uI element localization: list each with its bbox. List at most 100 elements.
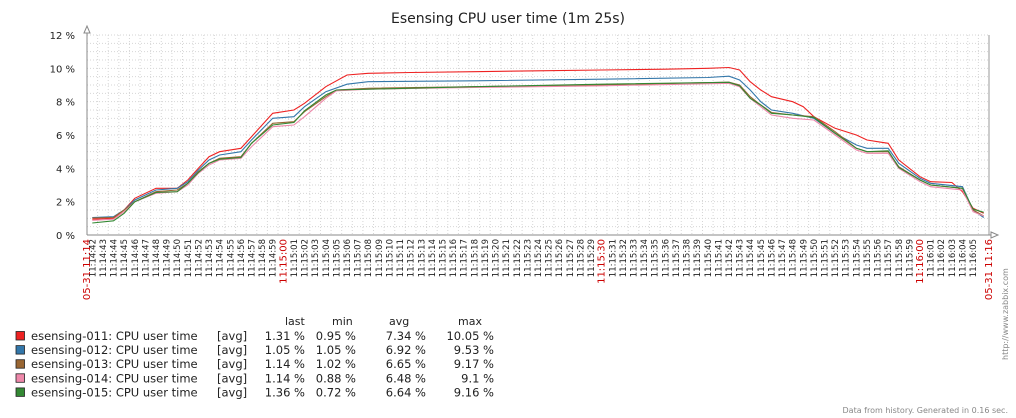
x-tick-label: 11:15:15: [438, 239, 448, 277]
legend-series-name: esensing-013: CPU user time: [31, 357, 198, 371]
x-axis-arrow: [990, 231, 1000, 239]
y-tick-label: 12 %: [50, 31, 75, 42]
legend-max: 9.16 %: [454, 385, 494, 399]
x-tick-label: 11:14:58: [258, 239, 268, 277]
x-tick-label: 11:15:07: [354, 239, 364, 277]
x-tick-label: 11:15:39: [693, 239, 703, 277]
x-tick-label: 11:15:56: [874, 239, 884, 277]
x-tick-label: 11:15:48: [789, 239, 799, 277]
x-tick-label: 11:15:29: [587, 239, 597, 277]
legend-min: 0.72 %: [316, 385, 356, 399]
legend-swatch: [15, 387, 25, 397]
legend-header: min: [332, 315, 353, 328]
legend-header: max: [458, 315, 482, 328]
x-tick-label: 11:15:38: [683, 239, 693, 277]
x-tick-label: 11:14:56: [237, 239, 247, 277]
legend-max: 9.17 %: [454, 357, 494, 371]
x-tick-label: 05-31 11:14: [82, 239, 93, 300]
x-tick-label: 11:15:37: [672, 239, 682, 277]
legend-header: last: [285, 315, 306, 328]
x-tick-label: 11:15:57: [884, 239, 894, 277]
x-tick-label: 11:15:09: [375, 239, 385, 277]
legend-swatch: [15, 373, 25, 383]
y-tick-label: 10 %: [50, 64, 75, 75]
x-tick-label: 11:14:49: [163, 239, 173, 277]
x-tick-label: 11:14:51: [184, 239, 194, 277]
x-tick-label: 11:14:42: [88, 239, 98, 277]
x-tick-label: 11:15:59: [905, 239, 915, 277]
x-tick-label: 11:15:16: [449, 239, 459, 277]
x-tick-label: 11:15:24: [534, 239, 544, 277]
legend-avg: 6.65 %: [386, 357, 426, 371]
y-axis-arrow: [83, 24, 91, 34]
x-tick-label: 11:15:21: [502, 239, 512, 277]
legend-min: 0.95 %: [316, 329, 356, 343]
x-tick-label: 11:16:01: [927, 239, 937, 277]
y-tick-label: 2 %: [56, 198, 75, 209]
x-tick-label: 11:14:43: [99, 239, 109, 277]
legend-avg: 7.34 %: [386, 329, 426, 343]
x-tick-label: 11:15:20: [492, 239, 502, 277]
x-tick-label: 11:14:50: [173, 239, 183, 277]
x-tick-label: 11:14:54: [216, 239, 226, 277]
x-tick-label: 11:16:02: [937, 239, 947, 277]
x-tick-label: 11:15:54: [852, 239, 862, 277]
legend-series-name: esensing-014: CPU user time: [31, 371, 198, 385]
x-tick-label: 11:15:08: [364, 239, 374, 277]
x-tick-label: 11:14:55: [226, 239, 236, 277]
x-tick-label: 11:15:30: [597, 239, 608, 284]
x-tick-label: 11:15:50: [810, 239, 820, 277]
x-tick-label: 11:14:52: [194, 239, 204, 277]
x-tick-label: 11:15:23: [523, 239, 533, 277]
x-tick-label: 11:16:00: [915, 239, 926, 284]
x-tick-label: 11:15:33: [630, 239, 640, 277]
legend-func: [avg]: [217, 329, 247, 343]
x-tick-label: 11:14:59: [269, 239, 279, 277]
x-tick-label: 11:15:01: [290, 239, 300, 277]
x-tick-label: 11:15:53: [842, 239, 852, 277]
legend: last min avg max esensing-011: CPU user time…: [15, 315, 494, 399]
x-tick-label: 11:15:52: [831, 239, 841, 277]
legend-swatch: [15, 331, 25, 341]
x-tick-label: 11:15:58: [895, 239, 905, 277]
x-tick-label: 11:15:46: [767, 239, 777, 277]
x-tick-label: 11:15:18: [470, 239, 480, 277]
y-tick-label: 6 %: [56, 131, 75, 142]
legend-max: 10.05 %: [446, 329, 494, 343]
x-tick-label: 11:15:28: [576, 239, 586, 277]
x-tick-label: 11:15:40: [704, 239, 714, 277]
legend-func: [avg]: [217, 371, 247, 385]
x-tick-label: 11:15:41: [714, 239, 724, 277]
x-tick-label: 11:15:47: [778, 239, 788, 277]
x-tick-label: 11:15:03: [311, 239, 321, 277]
legend-func: [avg]: [217, 385, 247, 399]
chart-title: Esensing CPU user time (1m 25s): [391, 11, 625, 27]
axes: [83, 24, 1000, 239]
legend-last: 1.05 %: [265, 343, 305, 357]
x-tick-label: 11:15:35: [651, 239, 661, 277]
x-tick-label: 11:14:48: [152, 239, 162, 277]
generated-footer: Data from history. Generated in 0.16 sec…: [843, 406, 1008, 415]
legend-last: 1.14 %: [265, 371, 305, 385]
series-line-2: [92, 75, 985, 219]
legend-min: 1.05 %: [316, 343, 356, 357]
series-line-1: [92, 66, 984, 220]
x-tick-label: 11:15:45: [757, 239, 767, 277]
y-tick-label: 4 %: [56, 164, 75, 175]
legend-avg: 6.92 %: [386, 343, 426, 357]
x-tick-label: 11:15:44: [746, 239, 756, 277]
legend-last: 1.31 %: [265, 329, 305, 343]
x-tick-label: 11:15:49: [799, 239, 809, 277]
series-line-5: [92, 81, 984, 224]
legend-avg: 6.64 %: [386, 385, 426, 399]
x-tick-label: 11:15:51: [821, 239, 831, 277]
x-tick-label: 11:15:06: [343, 239, 353, 277]
x-tick-label: 11:14:47: [141, 239, 151, 277]
x-tick-label: 11:15:05: [332, 239, 342, 277]
series-lines: [92, 66, 985, 224]
x-tick-label: 11:14:45: [120, 239, 130, 277]
legend-last: 1.36 %: [265, 385, 305, 399]
legend-avg: 6.48 %: [386, 371, 426, 385]
